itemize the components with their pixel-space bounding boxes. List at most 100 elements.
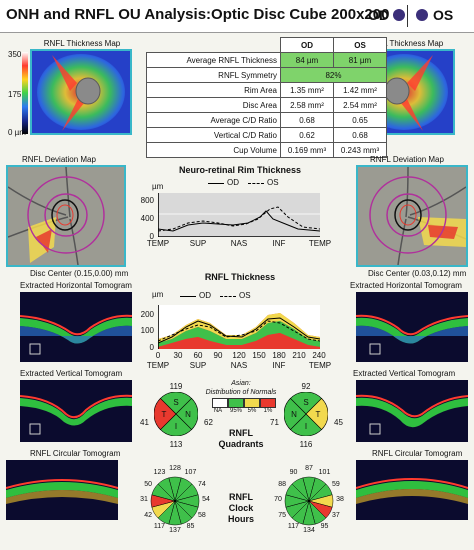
quadrants-label-1: RNFL [229,428,253,438]
rim-xtick: TEMP [146,239,170,248]
os-clock-value: 87 [305,465,313,472]
os-horizontal-tomogram [356,292,468,362]
os-quadrant-chart [283,391,329,437]
right-thickness-map-title: RNFL Thickness Map [366,39,444,48]
rnfl-legend-od-line [180,296,196,297]
od-quadrant-chart [153,391,199,437]
os-quad-t: T [315,410,321,419]
os-clock-value: 90 [289,469,298,477]
left-vertical-title: Extracted Vertical Tomogram [20,369,123,378]
od-quad-i: I [174,422,178,431]
left-deviation-map-title: RNFL Deviation Map [22,155,96,164]
rnfl-sector: SUP [189,361,207,370]
os-clock-chart [284,476,334,526]
os-clock-value: 70 [274,496,282,503]
table-row: Vertical C/D Ratio 0.62 0.68 [146,127,387,143]
left-horizontal-title: Extracted Horizontal Tomogram [20,281,132,290]
os-quad-top-value: 92 [301,382,311,391]
rim-xtick: SUP [189,239,207,248]
left-circular-title: RNFL Circular Tomogram [30,449,121,458]
od-vertical-tomogram [20,380,132,442]
rnfl-sector: TEMP [308,361,332,370]
rim-ytick: 400 [140,214,154,223]
os-quad-n: N [291,410,297,419]
quadrants-label-2: Quadrants [218,439,264,449]
od-clock-value: 74 [197,480,206,488]
rim-legend-os-line [248,183,264,184]
od-quad-top-value: 119 [169,382,183,391]
table-row: Rim Area 1.35 mm² 1.42 mm² [146,82,387,98]
scale-max-label: 350 [8,50,22,59]
os-clock-value: 101 [318,469,331,477]
scale-min-label: 0 µm [8,128,26,137]
od-clock-value: 31 [140,496,148,503]
od-clock-sector [157,477,176,502]
rim-legend-od: OD [227,178,239,187]
right-vertical-title: Extracted Vertical Tomogram [353,369,456,378]
od-deviation-map [6,165,126,267]
os-quad-s: S [303,398,309,407]
od-label: OD [368,7,389,23]
rnfl-ytick: 0 [149,343,154,352]
os-clock-value: 38 [336,496,344,503]
legend-label: 95% [229,408,242,414]
od-quad-right-value: 62 [204,418,213,427]
rnfl-xtick: 120 [232,351,246,360]
rnfl-xtick: 180 [272,351,286,360]
od-clock-value: 58 [197,511,206,519]
od-quad-bottom-value: 113 [169,440,183,449]
right-disc-center: Disc Center (0.03,0.12) mm [368,269,467,278]
legend-swatch-95 [228,398,244,408]
rim-xtick: INF [272,239,286,248]
rnfl-plot-area [157,305,321,349]
table-row: Average RNFL Thickness 84 µm 81 µm [146,52,387,68]
rim-chart-title: Neuro-retinal Rim Thickness [178,165,302,175]
col-header-od: OD [280,37,334,53]
clock-label-2: Clock [228,503,254,513]
legend-label: 5% [247,408,257,414]
rnfl-sector: TEMP [146,361,170,370]
rnfl-xtick: 0 [155,351,161,360]
od-quad-left-value: 41 [140,418,149,427]
legend-label: 1% [263,408,273,414]
clock-label-1: RNFL [229,492,253,502]
rim-plot-area [157,193,321,237]
os-eye-icon [416,9,428,21]
od-clock-chart [150,476,200,526]
rnfl-ytick: 200 [140,310,154,319]
os-circular-tomogram [356,460,468,520]
os-clock-value: 95 [320,522,329,530]
os-clock-value: 75 [278,511,287,519]
rim-unit-label: µm [152,182,164,191]
rnfl-xtick: 90 [213,351,223,360]
legend-title-1: Asian: [231,380,251,387]
rnfl-legend-od: OD [199,291,211,300]
od-clock-value: 54 [202,496,210,503]
rim-legend-os: OS [267,178,279,187]
rim-legend-od-line [208,183,224,184]
legend-title-2: Distribution of Normals [205,389,277,396]
legend-label: NA [213,408,223,414]
rim-xtick: NAS [230,239,248,248]
rnfl-xtick: 60 [193,351,203,360]
od-clock-value: 107 [184,469,197,477]
header-divider [407,5,408,27]
rnfl-xtick: 30 [173,351,183,360]
od-clock-value: 128 [169,465,181,472]
rim-ytick: 0 [149,232,154,241]
rnfl-legend-os: OS [239,291,251,300]
os-clock-value: 88 [278,480,287,488]
od-clock-value: 137 [169,527,181,534]
legend-swatch-5 [244,398,260,408]
od-thickness-map [30,49,132,135]
rnfl-xtick: 240 [312,351,326,360]
legend-swatch-na [212,398,228,408]
od-quad-n: N [185,410,191,419]
od-clock-value: 50 [144,480,153,488]
right-deviation-map-title: RNFL Deviation Map [370,155,444,164]
os-clock-value: 37 [331,511,340,519]
table-row: RNFL Symmetry 82% [146,67,387,83]
od-horizontal-tomogram [20,292,132,362]
os-quad-right-value: 45 [334,418,343,427]
rnfl-legend-os-line [220,296,236,297]
